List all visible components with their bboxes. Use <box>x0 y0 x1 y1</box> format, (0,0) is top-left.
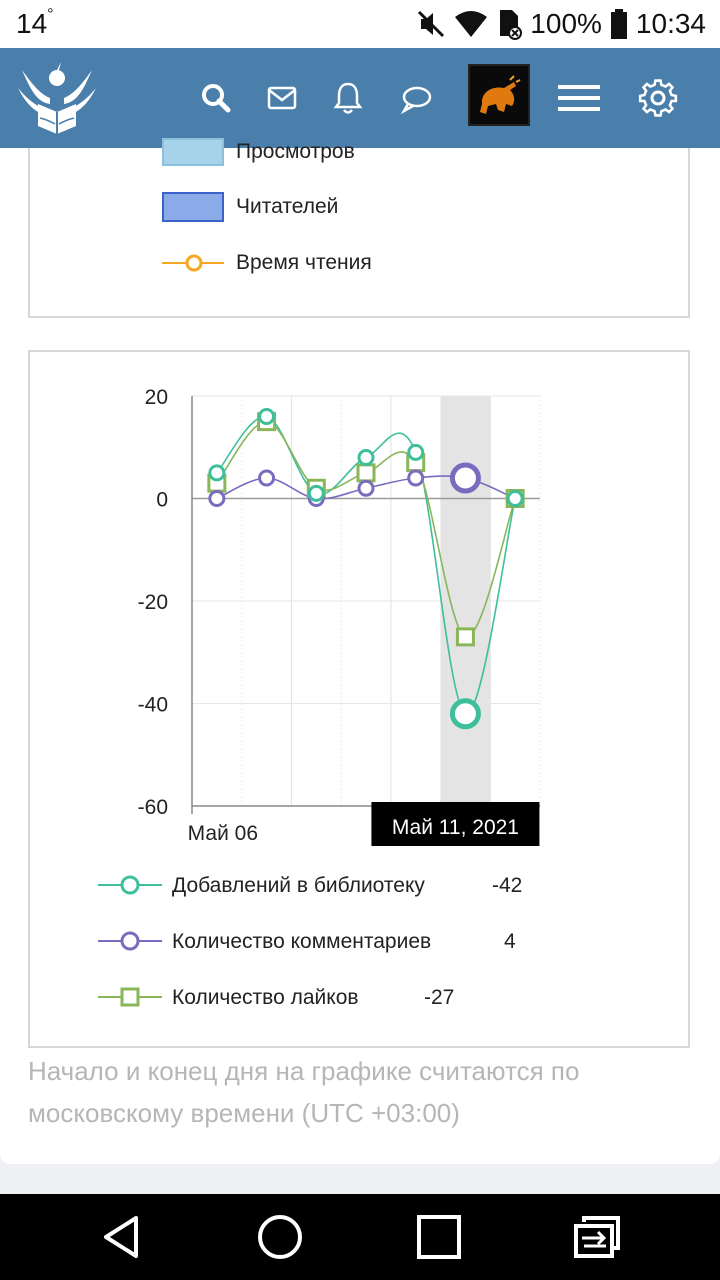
bell-icon[interactable] <box>328 78 368 118</box>
legend-likes-value: -27 <box>424 986 455 1009</box>
y-tick-label: -20 <box>138 591 168 614</box>
activity-line-chart[interactable]: 20 0 -20 -40 -60 Май 06 Май 11, 2021 <box>30 352 688 1046</box>
reading-time-swatch <box>162 254 224 272</box>
data-point-circle <box>407 469 425 487</box>
data-point-circle <box>357 479 375 497</box>
gear-icon[interactable] <box>636 76 680 120</box>
data-point-circle <box>449 698 481 730</box>
legend-item-views[interactable]: Просмотров <box>162 138 355 166</box>
battery-percent: 100% <box>530 8 602 39</box>
wifi-icon <box>455 11 488 37</box>
data-point-circle <box>307 484 325 502</box>
legend-item-reading-time[interactable]: Время чтения <box>162 248 372 278</box>
y-tick-label: -60 <box>138 796 168 819</box>
logo-eagle-book-icon[interactable] <box>16 58 98 138</box>
data-point-circle <box>208 490 226 507</box>
mute-icon <box>418 10 445 38</box>
status-right: 100% 10:34 <box>416 8 706 40</box>
status-bar: 14° 100% 10:34 <box>0 0 720 48</box>
switch-app-icon[interactable] <box>570 1212 626 1262</box>
chat-icon[interactable] <box>396 78 436 118</box>
x-tick-label: Май 06 <box>188 822 258 845</box>
comments-swatch <box>98 931 162 951</box>
temperature: 14° <box>16 5 54 39</box>
bull-avatar-image <box>470 66 528 124</box>
home-icon[interactable] <box>255 1212 305 1262</box>
timezone-footnote: Начало и конец дня на графике считаются … <box>28 1056 580 1128</box>
add-library-swatch <box>98 875 162 895</box>
top-navbar <box>0 48 720 148</box>
date-tooltip-label: Май 11, 2021 <box>392 816 519 839</box>
data-point-square <box>455 627 475 647</box>
data-point-circle <box>506 490 524 507</box>
back-icon[interactable] <box>98 1212 148 1262</box>
battery-icon <box>610 9 627 39</box>
y-tick-label: 20 <box>145 386 168 409</box>
views-swatch <box>162 138 224 166</box>
likes-swatch <box>98 987 162 1007</box>
data-point-circle <box>449 462 481 494</box>
data-point-circle <box>258 469 276 487</box>
legend-likes-label: Количество лайков <box>172 986 359 1009</box>
system-nav-bar <box>0 1194 720 1280</box>
y-tick-label: 0 <box>156 489 168 512</box>
data-point-circle <box>208 464 226 482</box>
views-chart-legend-box: Просмотров Читателей Время чтения <box>28 138 690 318</box>
date-tooltip <box>371 802 540 846</box>
data-point-circle <box>258 408 276 425</box>
clock: 10:34 <box>635 8 706 39</box>
y-tick-label: -40 <box>138 694 168 717</box>
activity-chart-box: 20 0 -20 -40 -60 Май 06 Май 11, 2021 Добавлени… <box>28 350 690 1048</box>
recents-icon[interactable] <box>414 1212 464 1262</box>
data-point-square <box>356 463 376 483</box>
avatar[interactable] <box>468 64 530 126</box>
mail-icon[interactable] <box>262 78 302 118</box>
menu-icon[interactable] <box>556 78 602 118</box>
data-point-circle <box>357 449 375 466</box>
legend-add-library-label: Добавлений в библиотеку <box>172 874 425 897</box>
search-icon[interactable] <box>196 78 236 118</box>
sim-icon <box>500 10 523 40</box>
legend-add-library-value: -42 <box>492 874 523 897</box>
legend-comments-label: Количество комментариев <box>172 930 432 953</box>
data-point-circle <box>407 443 425 461</box>
legend-comments-value: 4 <box>504 930 516 953</box>
legend-item-readers[interactable]: Читателей <box>162 192 338 222</box>
readers-swatch <box>162 192 224 222</box>
